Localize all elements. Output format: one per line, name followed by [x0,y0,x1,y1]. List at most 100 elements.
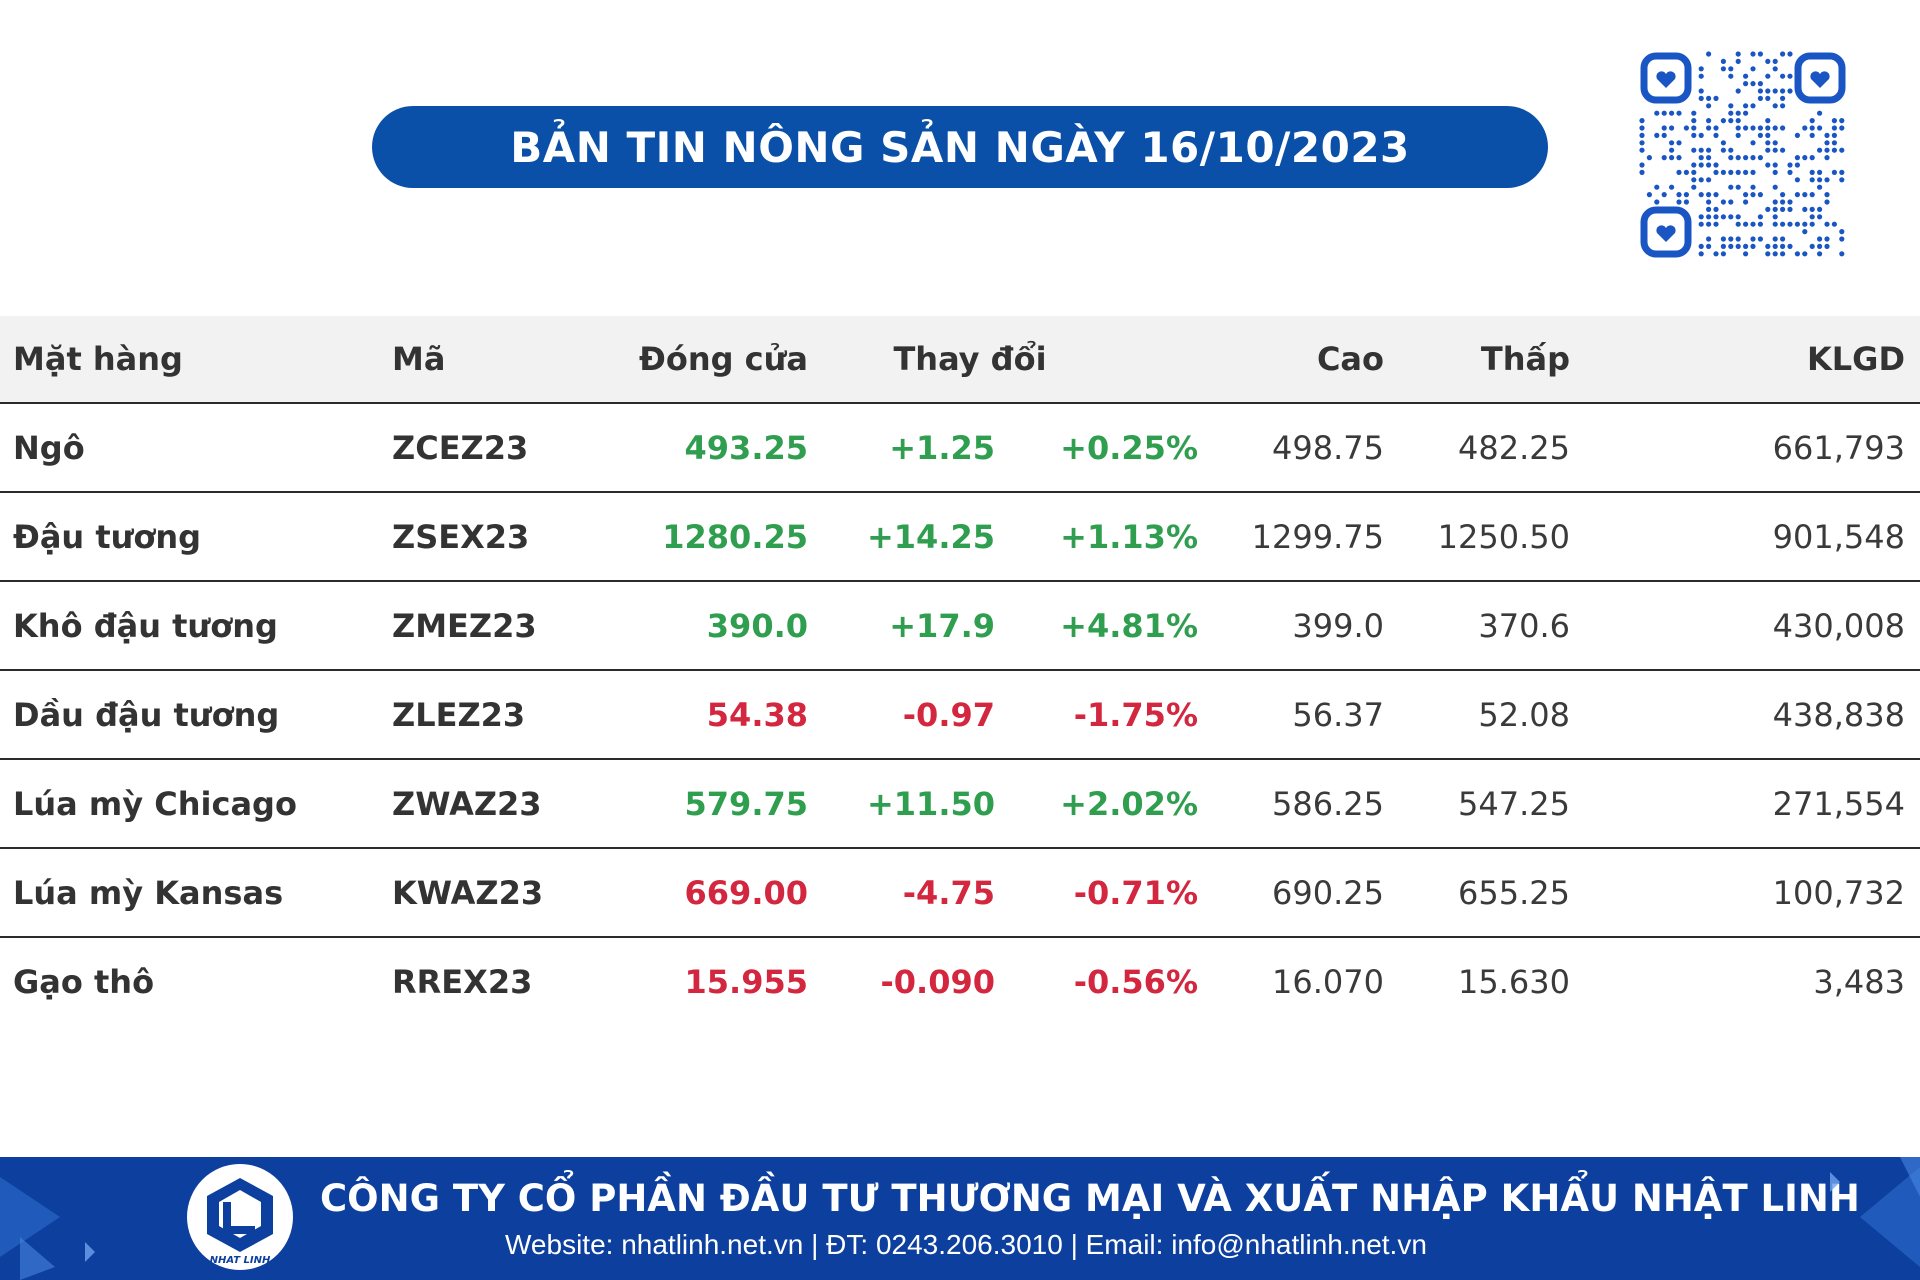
qr-dot [1713,169,1719,175]
qr-dot [1698,66,1704,72]
row-code: KWAZ23 [392,873,544,912]
qr-dot [1698,221,1704,227]
qr-dot [1772,58,1778,64]
qr-dot [1839,118,1845,124]
qr-dot [1669,110,1675,116]
qr-dot [1639,169,1645,175]
qr-dot [1772,236,1778,242]
qr-dot [1735,51,1741,57]
qr-dot [1713,192,1719,198]
qr-dot [1750,81,1756,87]
qr-dot [1831,140,1837,146]
qr-dot [1735,110,1741,116]
table-header-row: Mặt hàng Mã Đóng cửa Thay đổi Cao Thấp K… [0,316,1920,404]
qr-dot [1787,199,1793,205]
qr-dot [1669,140,1675,146]
qr-dot [1676,199,1682,205]
header-high: Cao [1316,340,1384,378]
qr-dot [1817,206,1823,212]
qr-dot [1750,140,1756,146]
qr-dot [1765,140,1771,146]
qr-dot [1654,184,1660,190]
qr-dot [1654,132,1660,138]
row-name: Gạo thô [13,962,155,1001]
qr-dot [1794,155,1800,161]
qr-dot [1839,251,1845,257]
row-close: 15.955 [684,962,808,1001]
svg-text:NHAT LINH: NHAT LINH [210,1255,271,1266]
qr-dot [1698,243,1704,249]
qr-dot [1817,169,1823,175]
row-name: Dầu đậu tương [13,695,280,734]
qr-dot [1698,147,1704,153]
row-code: ZMEZ23 [392,606,537,645]
qr-dot [1683,199,1689,205]
qr-dot [1802,229,1808,235]
row-name: Lúa mỳ Chicago [13,784,297,823]
qr-dot [1802,155,1808,161]
qr-dot [1639,140,1645,146]
qr-dot [1757,214,1763,220]
qr-dot [1817,110,1823,116]
qr-dot [1772,206,1778,212]
table-row: Ngô ZCEZ23 493.25 +1.25 +0.25% 498.75 482.25 66… [0,404,1920,493]
qr-dot [1780,243,1786,249]
qr-dot [1735,88,1741,94]
qr-dot [1787,243,1793,249]
qr-dot [1780,103,1786,109]
qr-dot [1691,162,1697,168]
qr-dot [1757,51,1763,57]
qr-dot [1654,110,1660,116]
qr-dot [1750,103,1756,109]
qr-dot [1802,251,1808,257]
qr-dot [1720,58,1726,64]
qr-dot [1817,214,1823,220]
row-close: 1280.25 [662,517,808,556]
qr-dot [1831,169,1837,175]
qr-dot [1750,192,1756,198]
qr-dot [1691,147,1697,153]
row-high: 586.25 [1272,784,1384,823]
qr-dot [1794,132,1800,138]
qr-dot [1772,162,1778,168]
row-low: 52.08 [1478,695,1570,734]
row-name: Ngô [13,428,85,467]
qr-dot [1743,73,1749,79]
qr-dot [1750,221,1756,227]
qr-dot [1757,125,1763,131]
qr-dot [1780,236,1786,242]
qr-dot [1698,155,1704,161]
qr-dot [1817,251,1823,257]
qr-dot [1743,243,1749,249]
qr-dot [1757,236,1763,242]
qr-dot [1735,184,1741,190]
qr-dot [1765,132,1771,138]
qr-dot [1691,110,1697,116]
qr-dot [1780,73,1786,79]
qr-dot [1817,177,1823,183]
qr-dot [1720,169,1726,175]
qr-dot [1669,147,1675,153]
qr-dot [1676,192,1682,198]
row-change: -0.97 [902,695,995,734]
row-volume: 100,732 [1772,873,1905,912]
row-low: 655.25 [1458,873,1570,912]
qr-dot [1735,169,1741,175]
qr-dot [1639,118,1645,124]
qr-dot [1735,221,1741,227]
header-close: Đóng cửa [639,340,808,378]
qr-dot [1780,221,1786,227]
footer-decoration-right [1830,1157,1920,1267]
qr-dot [1765,95,1771,101]
qr-dot [1809,206,1815,212]
table-row: Đậu tương ZSEX23 1280.25 +14.25 +1.13% 1299.7… [0,493,1920,582]
row-high: 690.25 [1272,873,1384,912]
row-change-percent: -0.71% [1073,873,1198,912]
qr-dot [1706,221,1712,227]
qr-dot [1713,251,1719,257]
qr-dot [1824,140,1830,146]
qr-dot [1728,199,1734,205]
qr-dot [1728,110,1734,116]
qr-dot [1706,147,1712,153]
qr-dot [1713,221,1719,227]
